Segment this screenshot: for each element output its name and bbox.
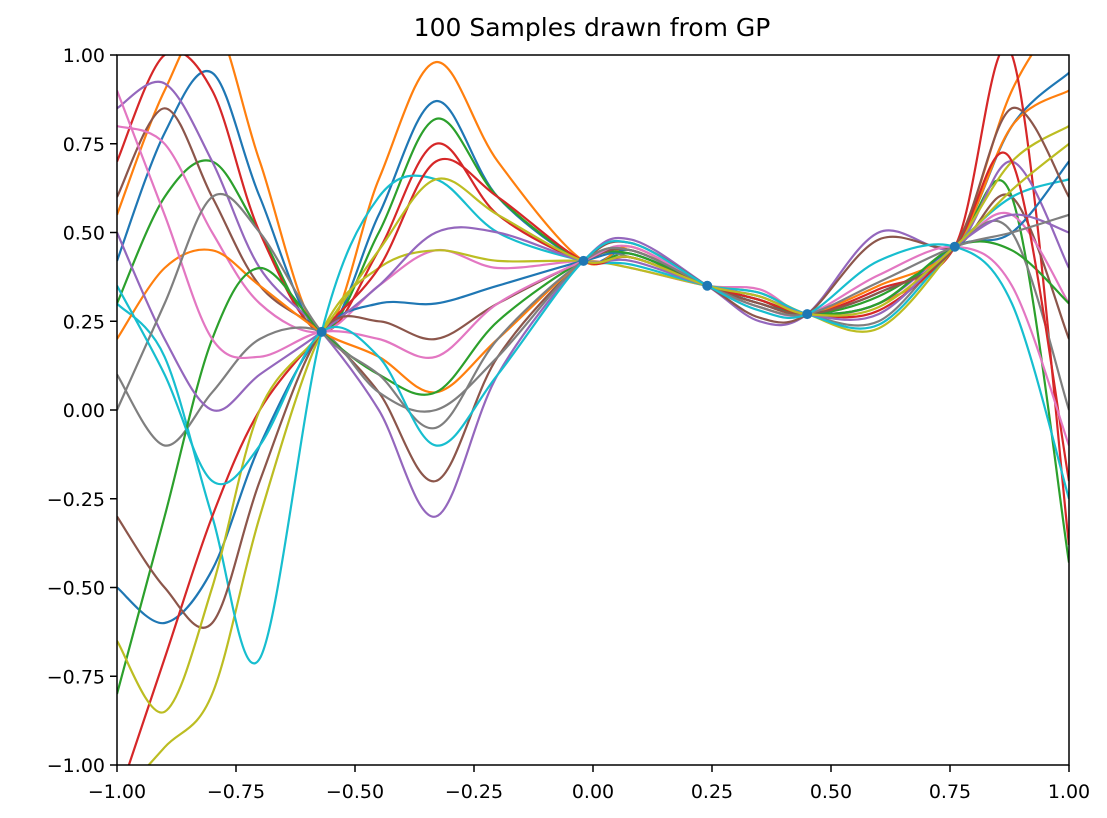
x-tick-label: −0.25: [445, 781, 503, 803]
sample-line-10: [117, 174, 1069, 665]
sample-line-4: [117, 55, 1069, 546]
sample-line-1: [117, 69, 1069, 333]
observed-point-4: [802, 309, 813, 320]
sample-line-13: [117, 240, 1069, 695]
series-layer: [117, 55, 1069, 765]
sample-line-18: [117, 193, 1069, 430]
x-tick-label: 0.75: [929, 781, 971, 803]
x-tick-label: −0.75: [207, 781, 265, 803]
observed-points-layer: [316, 241, 960, 337]
x-tick-label: −0.50: [326, 781, 384, 803]
sample-line-16: [117, 106, 1069, 629]
y-tick-label: −0.50: [47, 578, 105, 600]
sample-line-20: [117, 239, 1069, 500]
y-tick-label: −0.75: [47, 666, 105, 688]
observed-point-5: [949, 241, 960, 252]
sample-line-12: [117, 89, 1069, 394]
y-tick-label: −0.25: [47, 489, 105, 511]
y-tick-label: 0.50: [63, 223, 105, 245]
sample-line-15: [117, 213, 1069, 412]
sample-line-19: [117, 142, 1069, 714]
x-tick-label: 0.50: [810, 781, 852, 803]
sample-line-5: [117, 80, 1069, 518]
chart-title: 100 Samples drawn from GP: [414, 13, 771, 42]
observed-point-3: [702, 280, 713, 291]
x-tick-label: −1.00: [88, 781, 146, 803]
observed-point-2: [578, 255, 589, 266]
y-axis-ticks: −1.00 −0.75 −0.50 −0.25 0.00 0.25 0.50 0.75 1.00: [47, 45, 117, 777]
y-tick-label: 0.00: [63, 400, 105, 422]
x-tick-label: 0.00: [572, 781, 614, 803]
sample-line-7: [117, 124, 1069, 334]
y-tick-label: 0.25: [63, 311, 105, 333]
y-tick-label: 0.75: [63, 134, 105, 156]
sample-line-9: [147, 125, 1069, 765]
x-tick-label: 1.00: [1048, 781, 1090, 803]
x-axis-ticks: −1.00 −0.75 −0.50 −0.25 0.00 0.25 0.50 0.75 1.00: [88, 765, 1090, 803]
x-tick-label: 0.25: [691, 781, 733, 803]
y-tick-label: −1.00: [47, 755, 105, 777]
sample-line-14: [127, 151, 1069, 765]
y-tick-label: 1.00: [63, 45, 105, 67]
observed-point-1: [316, 326, 327, 337]
sample-line-3: [117, 117, 1069, 563]
